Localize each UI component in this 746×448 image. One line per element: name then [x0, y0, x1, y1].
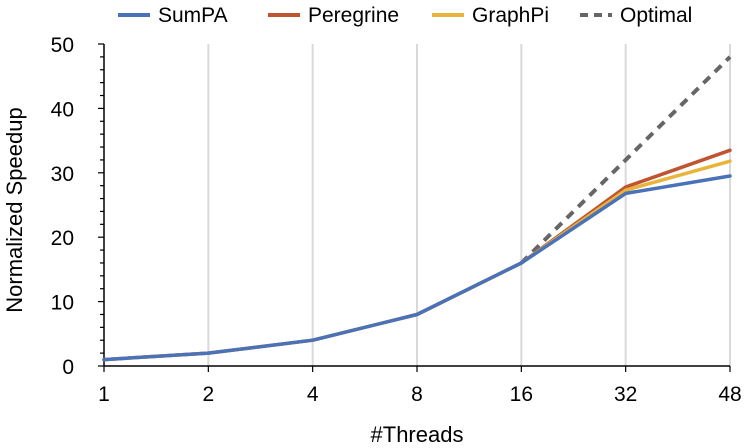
x-tick-label-4: 4	[307, 383, 319, 406]
legend-label-peregrine: Peregrine	[308, 4, 399, 27]
x-tick-label-32: 32	[614, 383, 637, 406]
y-tick-label-30: 30	[51, 163, 74, 186]
x-tick-label-8: 8	[411, 383, 423, 406]
legend-label-graphpi: GraphPi	[472, 4, 549, 27]
legend-label-optimal: Optimal	[620, 4, 692, 27]
legend: SumPA Peregrine GraphPi Optimal	[118, 4, 692, 27]
x-axis-title: #Threads	[371, 422, 464, 447]
x-tick-label-1: 1	[98, 383, 110, 406]
y-tick-label-20: 20	[51, 227, 74, 250]
x-tick-labels: 1 2 4 8 16 32 48	[98, 383, 742, 406]
series-line-optimal	[519, 55, 732, 265]
series-lines	[102, 55, 732, 362]
y-tick-labels: 0 10 20 30 40 50	[51, 34, 74, 379]
legend-label-sumpa: SumPA	[158, 4, 228, 27]
y-tick-label-40: 40	[51, 98, 74, 121]
series-line-sumpa	[102, 174, 732, 362]
x-tick-label-16: 16	[510, 383, 533, 406]
x-tick-label-48: 48	[718, 383, 741, 406]
gridlines	[207, 44, 731, 366]
x-tick-label-2: 2	[202, 383, 214, 406]
y-tick-label-0: 0	[62, 356, 74, 379]
y-axis-title: Normalized Speedup	[2, 107, 27, 312]
y-tick-label-50: 50	[51, 34, 74, 57]
axes	[98, 43, 731, 372]
y-tick-label-10: 10	[51, 292, 74, 315]
